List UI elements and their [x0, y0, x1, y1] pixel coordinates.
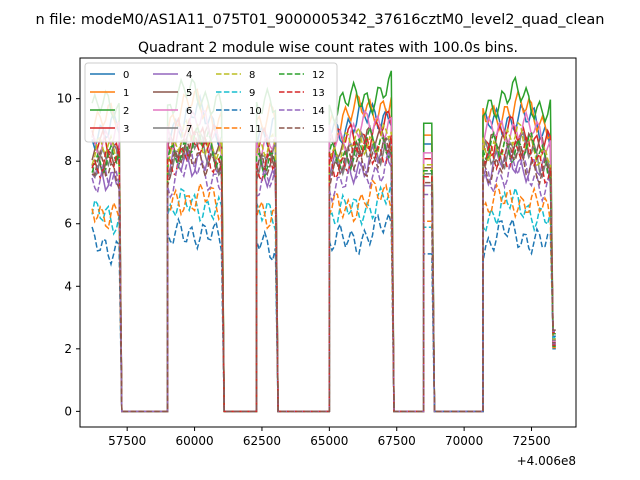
legend-label-12: 12 — [312, 70, 325, 81]
legend-label-10: 10 — [249, 106, 262, 117]
x-offset-label: +4.006e8 — [517, 454, 576, 468]
y-tick-label: 4 — [64, 279, 72, 293]
series-line-11 — [91, 178, 556, 413]
legend-label-3: 3 — [123, 124, 129, 135]
x-tick-label: 60000 — [175, 434, 213, 448]
series-line-10 — [91, 211, 556, 413]
series-line-15 — [91, 136, 556, 413]
y-tick-label: 0 — [64, 404, 72, 418]
y-tick-label: 6 — [64, 217, 72, 231]
legend-label-7: 7 — [186, 124, 192, 135]
legend-frame — [84, 62, 338, 143]
legend-label-4: 4 — [186, 70, 192, 81]
y-tick-label: 10 — [57, 92, 72, 106]
figure-suptitle: n file: modeM0/AS1A11_075T01_9000005342_… — [36, 12, 605, 28]
legend-label-5: 5 — [186, 88, 192, 99]
legend-label-11: 11 — [249, 124, 262, 135]
y-axis: 0 2 4 6 8 10 — [57, 92, 80, 418]
y-tick-label: 8 — [64, 154, 72, 168]
x-tick-label: 72500 — [512, 434, 550, 448]
legend-label-6: 6 — [186, 106, 192, 117]
x-tick-label: 57500 — [108, 434, 146, 448]
legend-label-13: 13 — [312, 88, 325, 99]
x-tick-label: 65000 — [310, 434, 348, 448]
x-tick-label: 62500 — [243, 434, 281, 448]
x-tick-label: 70000 — [445, 434, 483, 448]
series-line-14 — [91, 148, 556, 413]
series-line-9 — [91, 182, 556, 413]
x-axis: 57500 60000 62500 65000 67500 70000 72500 — [108, 427, 551, 448]
legend-label-9: 9 — [249, 88, 255, 99]
y-tick-label: 2 — [64, 342, 72, 356]
plot-frame — [79, 57, 577, 428]
legend-label-14: 14 — [312, 106, 325, 117]
legend-label-1: 1 — [123, 88, 129, 99]
chart-title: Quadrant 2 module wise count rates with … — [138, 40, 518, 56]
series-line-13 — [91, 130, 556, 413]
legend-label-8: 8 — [249, 70, 255, 81]
legend-label-2: 2 — [123, 106, 129, 117]
x-tick-label: 67500 — [378, 434, 416, 448]
legend-label-15: 15 — [312, 124, 325, 135]
legend-label-0: 0 — [123, 70, 129, 81]
